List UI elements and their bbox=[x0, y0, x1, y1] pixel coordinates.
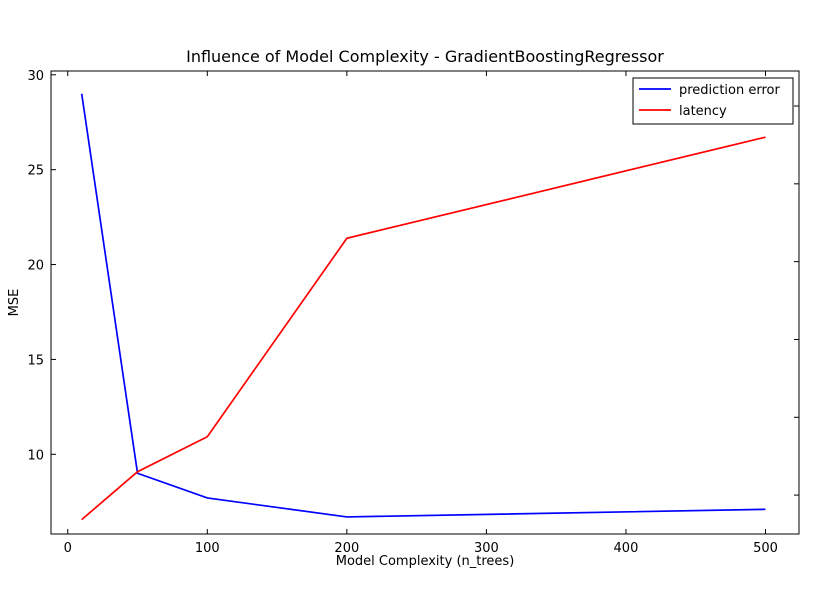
legend-box bbox=[632, 77, 794, 125]
y-axis-ticks: 10 15 20 25 30 bbox=[27, 69, 56, 463]
y2-axis-ticks bbox=[794, 105, 799, 496]
chart-title: Influence of Model Complexity - Gradient… bbox=[186, 47, 664, 66]
y-tick-label: 30 bbox=[27, 69, 44, 84]
plot-lines bbox=[80, 93, 766, 521]
x-tick-label: 200 bbox=[334, 541, 359, 556]
legend-label: latency bbox=[679, 104, 727, 119]
y-axis-label: MSE bbox=[7, 289, 22, 317]
x-tick-label: 0 bbox=[64, 541, 72, 556]
x-tick-label: 400 bbox=[614, 541, 639, 556]
x-tick-label: 500 bbox=[753, 541, 778, 556]
legend: prediction error latency bbox=[632, 77, 794, 125]
x-tick-label: 100 bbox=[195, 541, 220, 556]
y-tick-label: 25 bbox=[27, 164, 44, 179]
plot-frame bbox=[50, 70, 800, 535]
y-tick-label: 10 bbox=[27, 448, 44, 463]
legend-label: prediction error bbox=[679, 83, 780, 98]
series-line-prediction-error bbox=[80, 93, 766, 518]
x-tick-label: 300 bbox=[474, 541, 499, 556]
y-tick-label: 20 bbox=[27, 259, 44, 274]
x-axis-ticks: 0 100 200 300 400 500 bbox=[64, 71, 778, 556]
series-line-latency bbox=[81, 136, 766, 521]
x-axis-label: Model Complexity (n_trees) bbox=[336, 554, 515, 569]
y-tick-label: 15 bbox=[27, 353, 44, 368]
